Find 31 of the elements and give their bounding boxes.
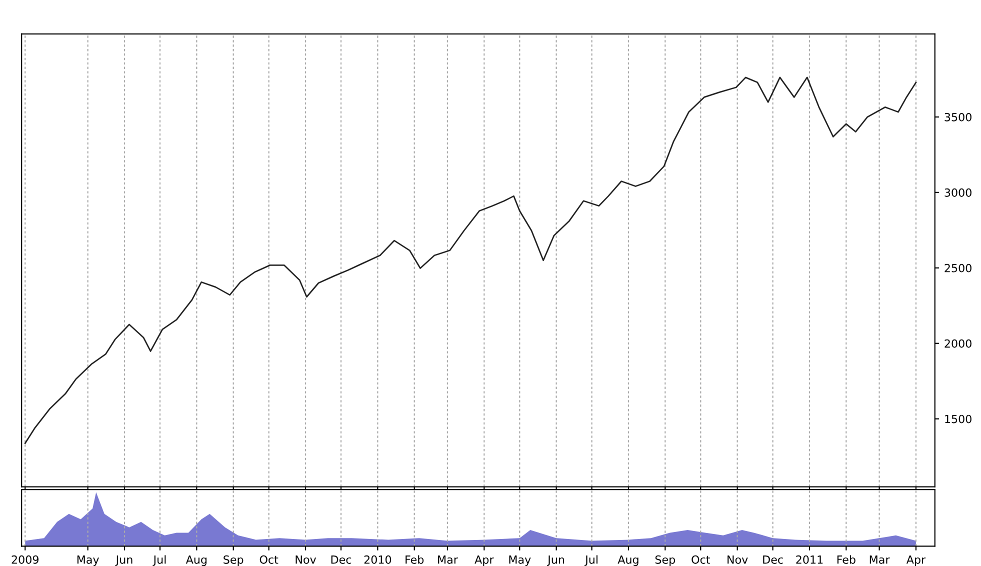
y-tick-label: 2000 xyxy=(944,339,972,348)
x-tick-label: May xyxy=(77,556,99,566)
x-tick-label: Oct xyxy=(260,555,278,564)
line-series xyxy=(24,76,917,444)
x-tick-label: Feb xyxy=(406,555,424,564)
x-tick-label: 2010 xyxy=(364,555,392,564)
x-tick-label: 2009 xyxy=(12,555,38,564)
x-tick-label: Nov xyxy=(728,556,748,564)
y-tick-label: 3000 xyxy=(944,188,972,197)
x-tick-label: Dec xyxy=(331,556,352,564)
y-tick-label: 1500 xyxy=(945,414,972,424)
x-tick-label: Nov xyxy=(296,556,316,564)
x-tick-label: Aug xyxy=(186,556,207,566)
x-tick-label: Mar xyxy=(870,556,890,564)
y-tick-label: 3500 xyxy=(944,112,972,122)
x-tick-label: Sep xyxy=(224,555,244,566)
x-tick-label: Dec xyxy=(763,556,783,564)
x-tick-label: Jun xyxy=(115,556,132,566)
x-tick-label: Feb xyxy=(837,555,856,564)
x-tick-label: Jul xyxy=(152,555,166,566)
x-tick-label: Jun xyxy=(547,556,564,566)
y-tick-label: 2500 xyxy=(944,264,972,272)
x-tick-label: Mar xyxy=(438,556,458,564)
x-tick-label: Sep xyxy=(655,555,676,566)
x-tick-label: 2011 xyxy=(796,555,823,564)
x-tick-label: May xyxy=(509,556,531,566)
x-tick-label: Oct xyxy=(692,555,710,564)
x-tick-label: Apr xyxy=(474,556,494,566)
x-tick-label: Apr xyxy=(906,556,926,566)
x-tick-label: Jul xyxy=(584,555,598,566)
x-tick-label: Aug xyxy=(618,556,638,566)
